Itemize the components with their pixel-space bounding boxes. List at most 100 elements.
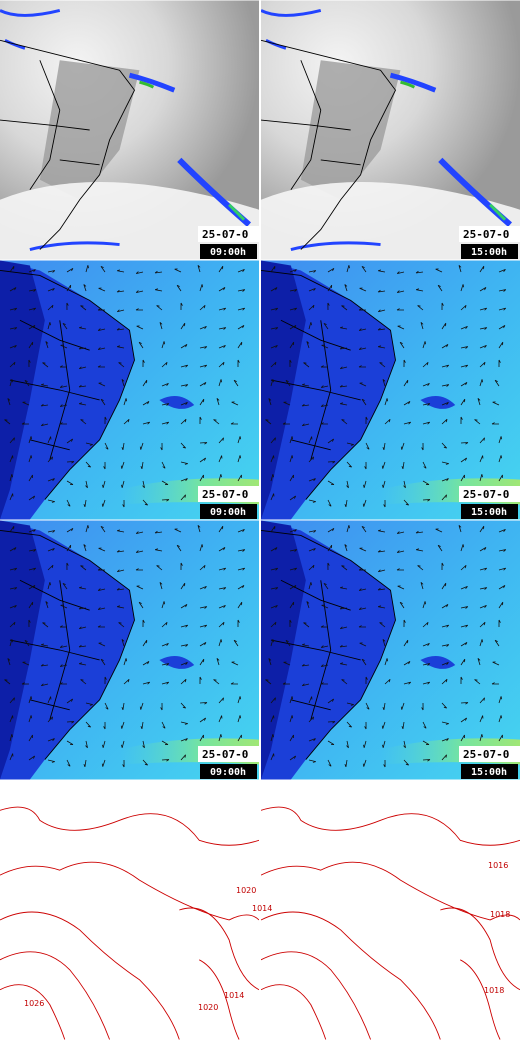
wind-arrow — [66, 698, 74, 704]
wind-arrow — [363, 740, 367, 748]
wind-arrow — [422, 461, 427, 469]
wind-arrow — [361, 398, 367, 406]
wind-arrow — [142, 740, 145, 749]
wind-arrow — [285, 379, 291, 387]
wind-arrow — [474, 679, 481, 685]
wind-arrow — [494, 639, 500, 647]
wind-arrow — [268, 658, 272, 666]
date-box — [198, 746, 259, 762]
wind-arrow — [116, 309, 125, 313]
wind-arrow — [24, 639, 30, 647]
wind-arrow — [123, 678, 130, 685]
wind-arrow — [422, 383, 430, 387]
time-label: 09:00h — [210, 247, 246, 258]
wind-arrow — [104, 416, 107, 425]
wind-arrow — [116, 569, 125, 573]
time-box — [461, 244, 518, 259]
wind-arrow — [85, 265, 89, 273]
wind-arrow — [289, 455, 294, 463]
wind-arrow — [135, 550, 144, 553]
wind-arrow — [435, 528, 443, 533]
wind-map — [0, 520, 259, 780]
wind-arrow — [218, 474, 222, 482]
wind-arrow — [270, 697, 276, 704]
wind-arrow — [460, 346, 469, 349]
wind-arrow — [98, 287, 106, 292]
wind-arrow — [121, 379, 125, 387]
wind-arrow — [40, 403, 49, 407]
wind-arrow — [80, 305, 87, 311]
wind-arrow — [199, 734, 204, 742]
wind-arrow — [218, 287, 226, 292]
wind-arrow — [460, 717, 468, 723]
wind-arrow — [59, 625, 68, 628]
wind-arrow — [378, 605, 386, 609]
wind-arrow — [66, 562, 69, 571]
wind-arrow — [218, 327, 227, 330]
wind-arrow — [323, 582, 329, 590]
contour-label: 1026 — [24, 999, 44, 1008]
wind-arrow — [161, 663, 170, 666]
wind-arrow — [479, 605, 487, 609]
wind-arrow — [270, 715, 275, 723]
wind-arrow — [321, 604, 329, 609]
wind-arrow — [358, 607, 367, 610]
wind-arrow — [66, 527, 74, 533]
wind-arrow — [403, 480, 406, 489]
wind-arrow — [479, 697, 485, 704]
wind-arrow — [218, 307, 227, 311]
wind-arrow — [498, 549, 507, 552]
wind-arrow — [135, 568, 144, 571]
wind-arrow — [47, 530, 56, 533]
wind-arrow — [441, 662, 449, 666]
wind-arrow — [498, 289, 507, 292]
date-label: 25-07-0 — [463, 748, 509, 761]
wind-arrow — [47, 759, 55, 763]
wind-arrow — [218, 379, 223, 387]
wind-arrow — [98, 642, 106, 647]
wind-arrow — [460, 364, 469, 368]
wind-arrow — [199, 304, 206, 311]
wind-arrow — [199, 457, 207, 463]
wind-arrow — [378, 345, 386, 349]
wind-arrow — [320, 404, 329, 407]
wind-arrow — [59, 664, 68, 667]
wind-arrow — [118, 362, 125, 368]
wind-arrow — [28, 269, 36, 273]
wind-arrow — [422, 621, 429, 628]
wind-arrow — [142, 639, 148, 647]
wind-arrow — [327, 544, 333, 552]
wind-arrow — [289, 755, 297, 761]
wind-arrow — [231, 401, 239, 406]
wind-arrow — [308, 759, 316, 763]
wind-arrow — [47, 738, 55, 742]
wind-arrow — [9, 493, 14, 501]
wind-arrow — [403, 379, 409, 387]
wind-arrow — [159, 582, 163, 590]
wind-arrow — [289, 601, 295, 609]
wind-row — [0, 260, 520, 780]
wind-arrow — [121, 639, 125, 647]
wind-arrow — [47, 547, 55, 552]
wind-arrow — [422, 601, 427, 609]
wind-arrow — [301, 403, 310, 407]
wind-arrow — [199, 586, 207, 590]
contour-label: 1014 — [252, 904, 272, 913]
wind-arrow — [416, 548, 424, 552]
wind-arrow — [237, 269, 245, 273]
wind-arrow — [142, 359, 145, 368]
wind-arrow — [161, 721, 166, 729]
wind-arrow — [339, 586, 348, 590]
wind-arrow — [289, 359, 292, 368]
wind-arrow — [441, 678, 448, 685]
wind-arrow — [441, 418, 448, 425]
wind-arrow — [382, 442, 386, 451]
wind-arrow — [78, 346, 87, 350]
wind-arrow — [9, 307, 18, 311]
wind-arrow — [9, 344, 17, 349]
wind-arrow — [422, 681, 431, 685]
wind-arrow — [289, 324, 297, 330]
wind-arrow — [9, 621, 16, 628]
wind-arrow — [85, 702, 93, 706]
wind-arrow — [270, 265, 276, 273]
